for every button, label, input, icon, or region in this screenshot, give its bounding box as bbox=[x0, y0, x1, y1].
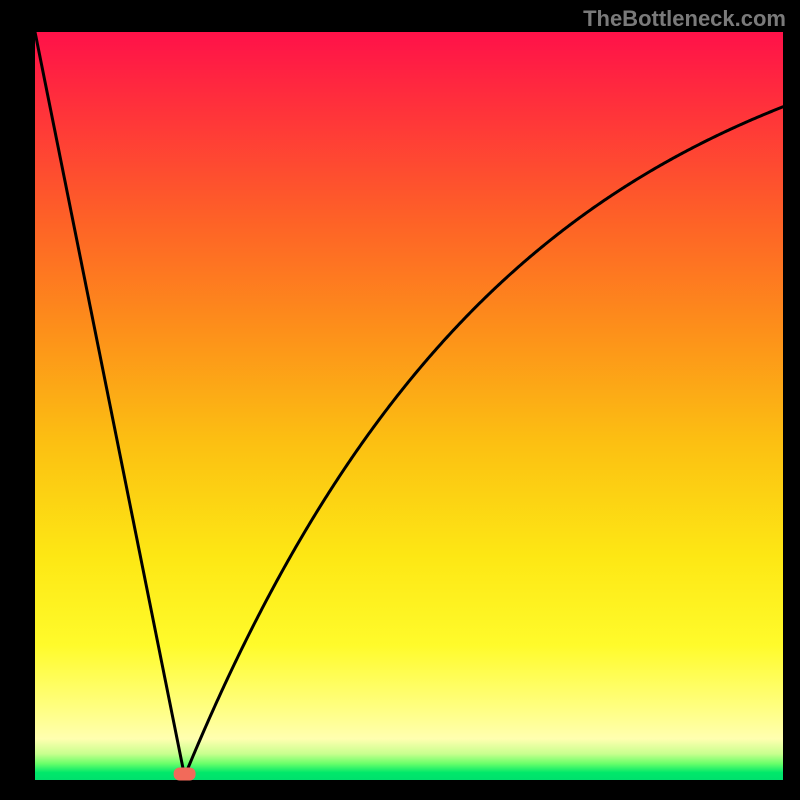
watermark-text: TheBottleneck.com bbox=[583, 6, 786, 32]
bottleneck-chart bbox=[0, 0, 800, 800]
bottleneck-marker bbox=[174, 768, 196, 781]
chart-background bbox=[35, 32, 783, 780]
